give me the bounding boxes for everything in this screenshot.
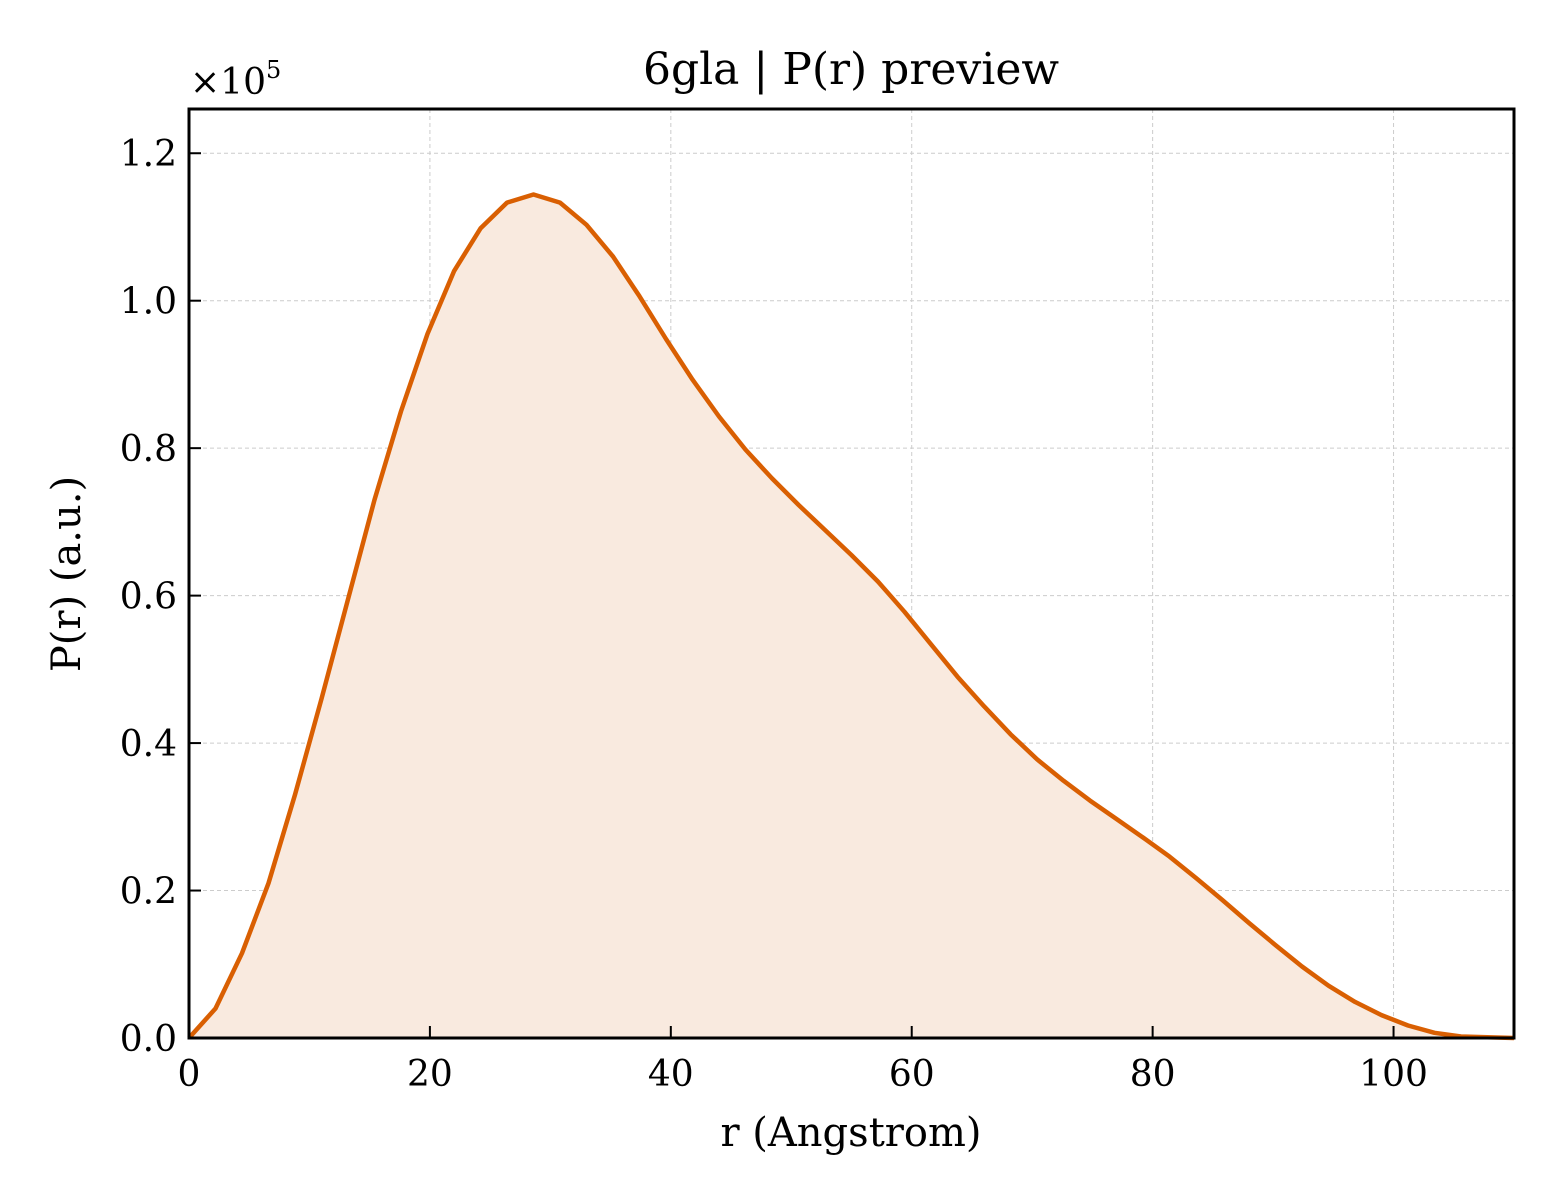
x-tick-label-4: 80: [1130, 1054, 1176, 1095]
area-fill: [189, 194, 1514, 1038]
y-tick-label-1: 0.2: [120, 872, 177, 913]
y-tick-label-3: 0.6: [120, 577, 177, 618]
x-tick-label-0: 0: [178, 1054, 201, 1095]
y-tick-label-0: 0.0: [120, 1019, 177, 1060]
y-scale-factor: ×105: [190, 56, 281, 103]
x-tick-label-5: 100: [1359, 1054, 1428, 1095]
y-tick-label-4: 0.8: [120, 429, 177, 470]
y-tick-label-2: 0.4: [120, 724, 177, 765]
x-tick-label-1: 20: [407, 1054, 453, 1095]
axis-ticks: 0 20 40 60 80 100 0.0 0.2 0.4 0.6 0.8 1.0 1.2: [120, 134, 1428, 1095]
x-tick-label-3: 60: [889, 1054, 935, 1095]
x-tick-label-2: 40: [648, 1054, 694, 1095]
y-scale-base: ×10: [190, 62, 266, 103]
x-axis-label: r (Angstrom): [720, 1110, 981, 1156]
y-axis-label: P(r) (a.u.): [44, 476, 90, 672]
series-line: [187, 192, 1515, 1041]
y-scale-exponent: 5: [266, 56, 281, 84]
y-tick-label-5: 1.0: [120, 282, 177, 323]
chart-title: 6gla | P(r) preview: [643, 44, 1059, 95]
plot-frame: [187, 107, 1516, 1040]
y-tick-label-6: 1.2: [120, 134, 177, 175]
